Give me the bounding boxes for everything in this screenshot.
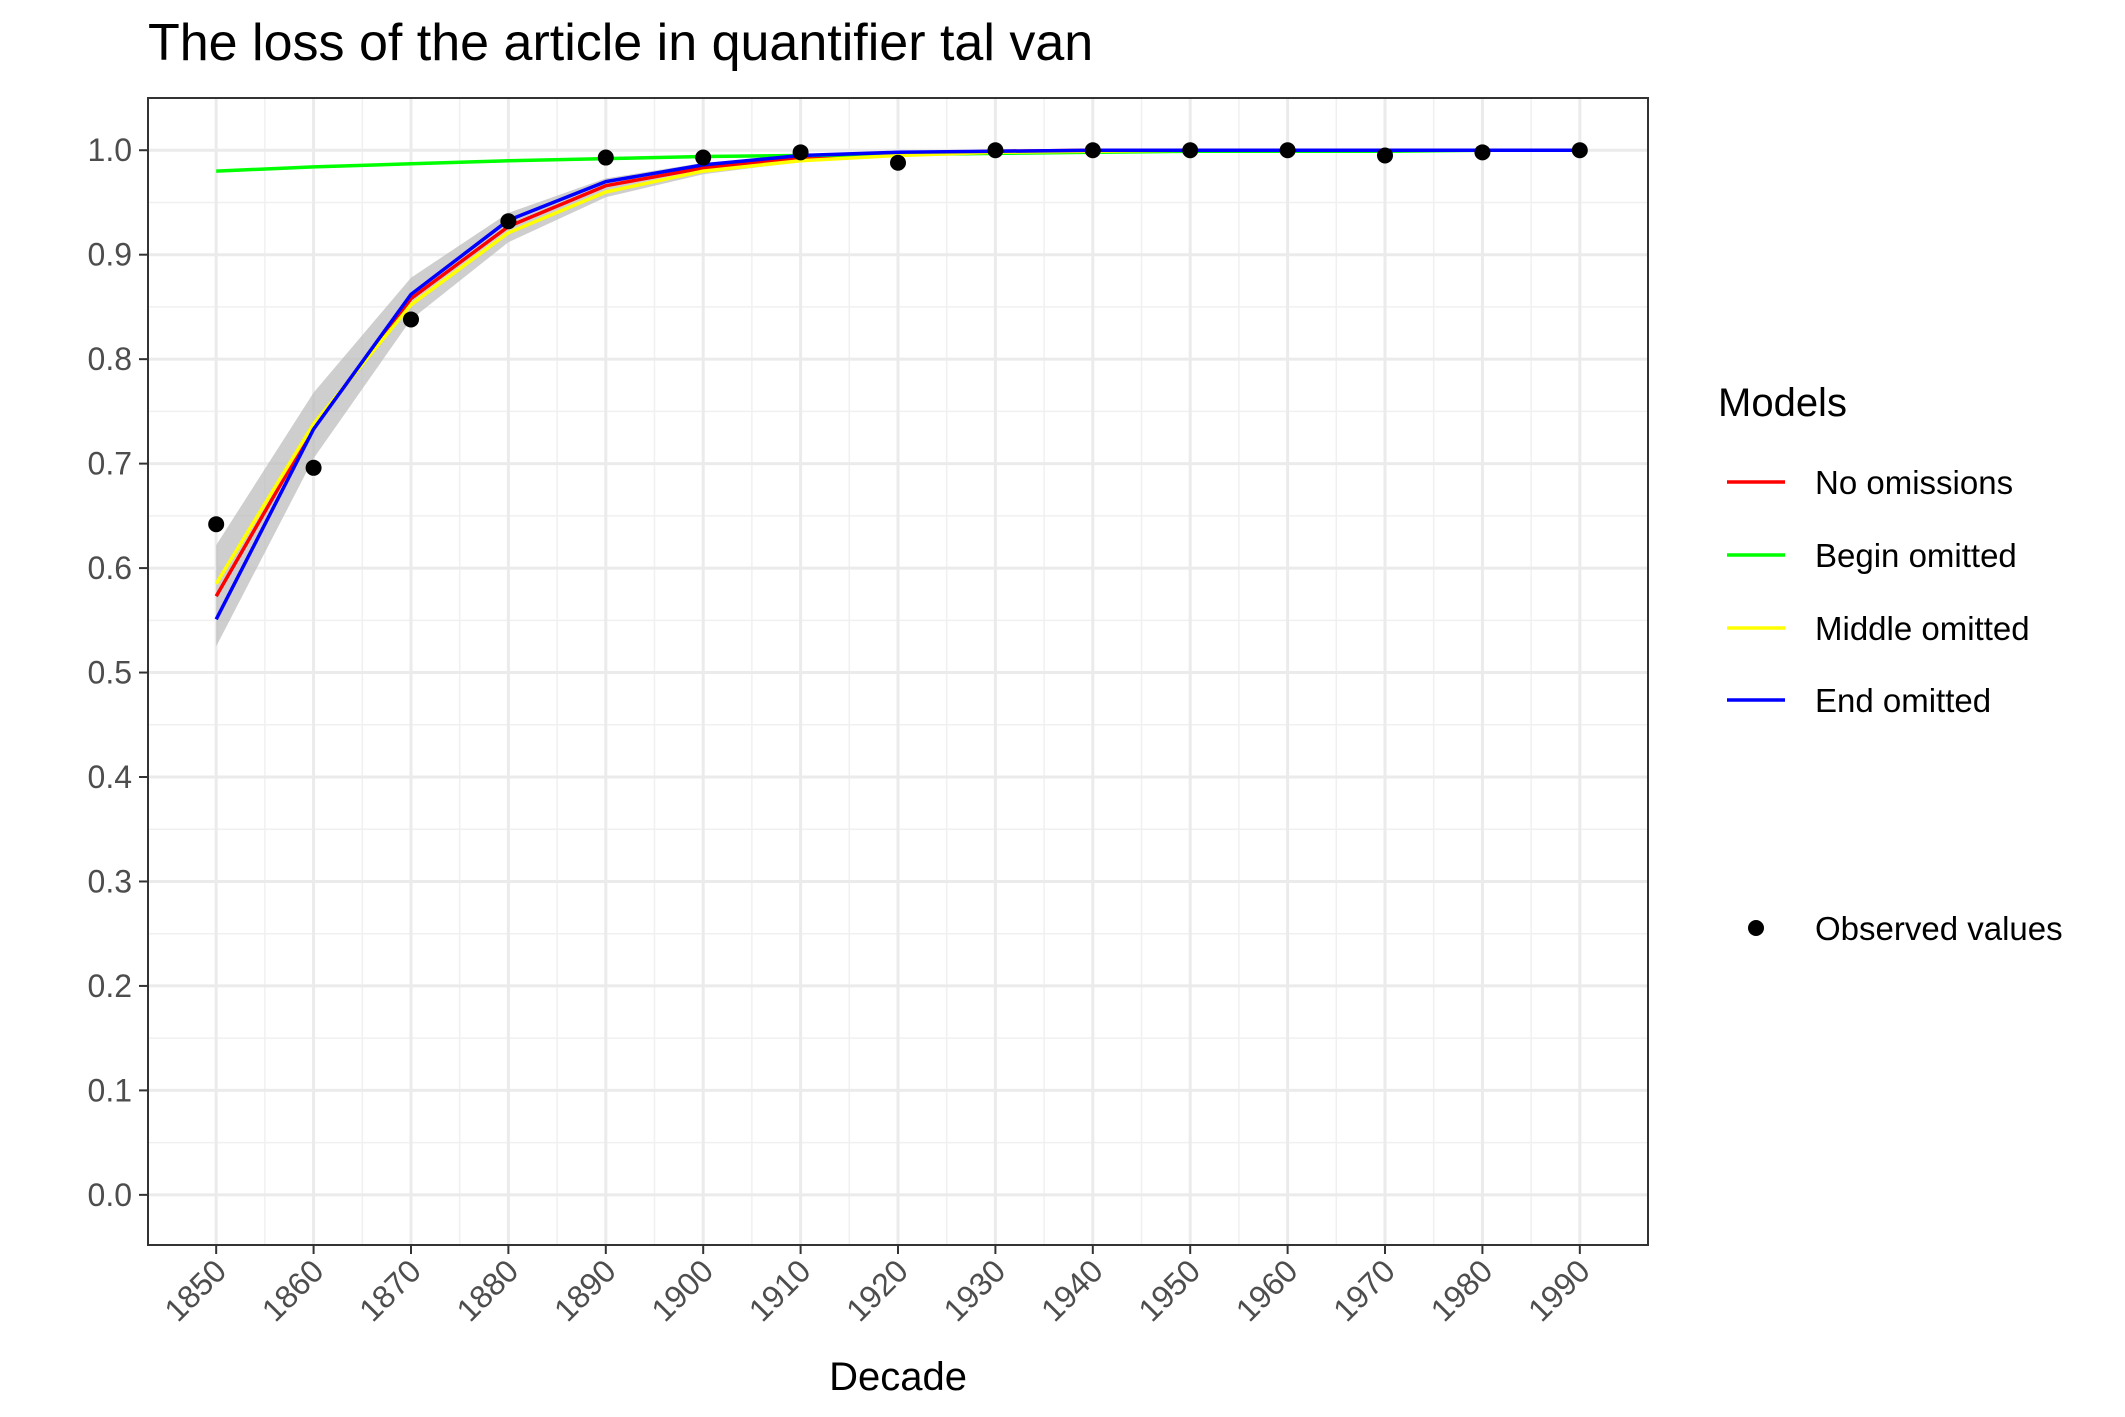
x-tick-label: 1980 [1424,1252,1500,1328]
x-tick-label: 1870 [352,1252,428,1328]
observed-point-1930 [987,142,1004,159]
x-tick-label: 1930 [937,1252,1013,1328]
y-tick-label: 0.7 [88,446,132,482]
x-axis-title: Decade [829,1355,967,1399]
legend-items: No omissions Begin omitted Middle omitted E… [1727,464,2063,947]
observed-point-1940 [1084,142,1101,159]
observed-point-1920 [890,154,906,171]
y-tick-label: 0.1 [88,1072,132,1108]
y-tick-label: 0.3 [88,863,132,899]
y-tick-label: 0.6 [88,550,132,586]
x-tick-label: 1880 [450,1252,526,1328]
chart-title: The loss of the article in quantifier ta… [148,14,1093,72]
observed-point-1850 [208,516,225,533]
legend: Models No omissions Begin omitted Middle o… [1718,381,2063,947]
observed-points [208,142,1588,533]
y-tick-label: 0.0 [88,1177,132,1213]
observed-point-1960 [1279,142,1296,159]
observed-point-1970 [1377,147,1394,164]
observed-point-1980 [1474,144,1491,161]
legend-title: Models [1718,381,1847,425]
x-tick-label: 1860 [255,1252,331,1328]
legend-label-observed-values: Observed values [1815,910,2063,947]
legend-label-end-omitted: End omitted [1815,682,1991,719]
x-axis-ticks: 1850 1860 1870 1880 1890 1900 1910 1920 1930 1940… [157,1245,1597,1328]
x-tick-label: 1990 [1521,1252,1597,1328]
x-tick-label: 1920 [839,1252,915,1328]
observed-point-1900 [695,149,712,166]
observed-point-1890 [597,149,614,166]
y-tick-label: 0.2 [88,968,132,1004]
x-tick-label: 1960 [1229,1252,1305,1328]
series-line-end-omitted [214,148,1580,621]
y-tick-label: 1.0 [88,132,132,168]
observed-point-1910 [792,144,809,161]
legend-key-observed-values [1748,920,1764,936]
legend-label-middle-omitted: Middle omitted [1815,610,2030,647]
x-tick-label: 1940 [1034,1252,1110,1328]
x-tick-label: 1910 [742,1252,818,1328]
y-tick-label: 0.8 [88,341,132,377]
observed-point-1860 [305,459,322,476]
y-tick-label: 0.9 [88,237,132,273]
observed-point-1880 [500,213,517,230]
y-axis-ticks: 0.0 0.1 0.2 0.3 0.4 0.5 0.6 0.7 0.8 0.9 1.0 [88,132,148,1213]
observed-point-1950 [1182,142,1199,159]
x-tick-label: 1890 [547,1252,623,1328]
x-tick-label: 1850 [157,1252,233,1328]
y-tick-label: 0.4 [88,759,132,795]
x-tick-label: 1970 [1326,1252,1402,1328]
y-tick-label: 0.5 [88,655,132,691]
grid-major [148,98,1648,1245]
legend-label-no-omissions: No omissions [1815,464,2013,501]
observed-point-1990 [1571,142,1588,159]
x-tick-label: 1950 [1131,1252,1207,1328]
x-tick-label: 1900 [644,1252,720,1328]
observed-point-1870 [402,311,419,328]
legend-label-begin-omitted: Begin omitted [1815,537,2017,574]
